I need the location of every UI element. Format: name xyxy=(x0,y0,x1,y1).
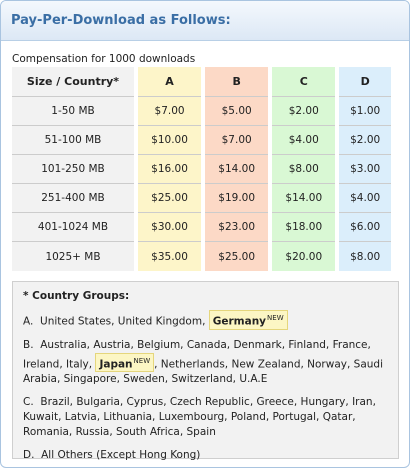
table-row: 1-50 MB $7.00 $5.00 $2.00 $1.00 xyxy=(12,97,391,126)
rate-cell-d: $8.00 xyxy=(339,242,391,271)
country-germany: Germany xyxy=(212,315,267,328)
new-badge: NEW xyxy=(267,314,284,322)
table-row: 101-250 MB $16.00 $14.00 $8.00 $3.00 xyxy=(12,155,391,184)
rate-cell-c: $4.00 xyxy=(272,126,336,155)
highlight-germany: GermanyNEW xyxy=(208,310,288,330)
group-a-countries: United States, United Kingdom, xyxy=(40,315,206,328)
size-cell: 251-400 MB xyxy=(12,184,134,213)
country-group-a: A. United States, United Kingdom, German… xyxy=(23,310,388,330)
rate-cell-d: $2.00 xyxy=(339,126,391,155)
size-cell: 1-50 MB xyxy=(12,97,134,126)
group-c-countries: Brazil, Bulgaria, Cyprus, Czech Republic… xyxy=(23,396,376,438)
rate-cell-a: $30.00 xyxy=(138,213,202,242)
column-header-a: A xyxy=(138,67,202,97)
rate-cell-b: $7.00 xyxy=(205,126,269,155)
size-cell: 51-100 MB xyxy=(12,126,134,155)
rate-cell-c: $20.00 xyxy=(272,242,336,271)
country-group-b: B. Australia, Austria, Belgium, Canada, … xyxy=(23,338,388,388)
table-row: 51-100 MB $10.00 $7.00 $4.00 $2.00 xyxy=(12,126,391,155)
rate-cell-a: $10.00 xyxy=(138,126,202,155)
rates-table: Size / Country* A B C D 1-50 MB $7.00 $5… xyxy=(8,67,395,271)
size-cell: 101-250 MB xyxy=(12,155,134,184)
highlight-japan: JapanNEW xyxy=(95,352,155,372)
table-caption: Compensation for 1000 downloads xyxy=(12,53,196,65)
rate-cell-d: $1.00 xyxy=(339,97,391,126)
rate-cell-b: $5.00 xyxy=(205,97,269,126)
rate-cell-c: $18.00 xyxy=(272,213,336,242)
rate-cell-b: $19.00 xyxy=(205,184,269,213)
table-row: 401-1024 MB $30.00 $23.00 $18.00 $6.00 xyxy=(12,213,391,242)
group-prefix: B. xyxy=(23,338,34,351)
country-groups-title: * Country Groups: xyxy=(23,290,130,302)
country-groups-box: * Country Groups: A. United States, Unit… xyxy=(12,281,399,461)
table-row: 251-400 MB $25.00 $19.00 $14.00 $4.00 xyxy=(12,184,391,213)
country-group-c: C. Brazil, Bulgaria, Cyprus, Czech Repub… xyxy=(23,395,388,440)
rate-cell-a: $16.00 xyxy=(138,155,202,184)
rate-cell-c: $14.00 xyxy=(272,184,336,213)
rate-cell-b: $14.00 xyxy=(205,155,269,184)
rate-cell-d: $6.00 xyxy=(339,213,391,242)
new-badge: NEW xyxy=(133,356,151,365)
rate-cell-b: $23.00 xyxy=(205,213,269,242)
rate-cell-a: $25.00 xyxy=(138,184,202,213)
table-row: 1025+ MB $35.00 $25.00 $20.00 $8.00 xyxy=(12,242,391,271)
group-prefix: D. xyxy=(23,449,35,461)
rate-cell-a: $35.00 xyxy=(138,242,202,271)
panel-title: Pay-Per-Download as Follows: xyxy=(11,13,231,28)
rate-cell-a: $7.00 xyxy=(138,97,202,126)
panel-header: Pay-Per-Download as Follows: xyxy=(1,1,409,41)
rate-cell-c: $8.00 xyxy=(272,155,336,184)
size-cell: 1025+ MB xyxy=(12,242,134,271)
group-b-countries-after: , Netherlands, New Zealand, Norway, Saud… xyxy=(23,358,383,385)
table-header-row: Size / Country* A B C D xyxy=(12,67,391,97)
country-group-d: D. All Others (Except Hong Kong) xyxy=(23,448,388,463)
group-d-countries: All Others (Except Hong Kong) xyxy=(41,449,201,461)
size-cell: 401-1024 MB xyxy=(12,213,134,242)
rate-cell-b: $25.00 xyxy=(205,242,269,271)
group-prefix: C. xyxy=(23,396,34,408)
group-b-countries-before: Australia, Austria, Belgium, Canada, Den… xyxy=(23,338,371,371)
rate-cell-d: $4.00 xyxy=(339,184,391,213)
column-header-c: C xyxy=(272,67,336,97)
rate-cell-c: $2.00 xyxy=(272,97,336,126)
column-header-size-country: Size / Country* xyxy=(12,67,134,97)
column-header-b: B xyxy=(205,67,269,97)
country-japan: Japan xyxy=(99,358,133,370)
column-header-d: D xyxy=(339,67,391,97)
group-prefix: A. xyxy=(23,315,34,328)
rate-cell-d: $3.00 xyxy=(339,155,391,184)
